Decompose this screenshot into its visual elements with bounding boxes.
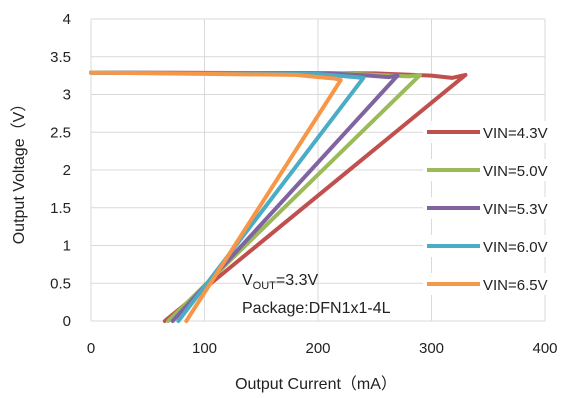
legend: VIN=4.3V VIN=5.0V VIN=5.3V VIN=6.0V VIN=6.5V [423, 121, 563, 295]
legend-label-2: VIN=5.0V [483, 163, 548, 180]
package-annotation: Package:DFN1x1-4L [242, 300, 391, 317]
x-tick-label: 300 [419, 340, 444, 357]
y-tick-label: 2 [63, 162, 71, 179]
legend-backdrop [423, 121, 563, 143]
vout-subscript: OUT [253, 280, 277, 292]
legend-backdrop [423, 273, 563, 295]
legend-label-5: VIN=6.5V [483, 277, 548, 294]
legend-label-4: VIN=6.0V [483, 239, 548, 256]
legend-backdrop [423, 197, 563, 219]
x-tick-label: 200 [305, 340, 330, 357]
y-tick-label: 3 [63, 87, 71, 104]
vout-annotation: VOUT=3.3V [242, 272, 318, 292]
y-tick-label: 1.5 [50, 200, 71, 217]
x-axis-label: Output Current（mA） [235, 375, 397, 393]
tick-labels: 0 0.5 1 1.5 2 2.5 3 3.5 4 0 100 200 300 400 [50, 11, 557, 357]
y-axis-label: Output Voltage（V） [10, 96, 28, 245]
y-tick-label: 0 [63, 313, 71, 330]
vout-value: =3.3V [276, 272, 319, 289]
y-tick-label: 1 [63, 238, 71, 255]
legend-label-3: VIN=5.3V [483, 201, 548, 218]
y-tick-label: 0.5 [50, 275, 71, 292]
y-tick-label: 2.5 [50, 124, 71, 141]
x-tick-label: 100 [192, 340, 217, 357]
series-line-5 [89, 70, 343, 323]
legend-backdrop [423, 235, 563, 257]
legend-label-1: VIN=4.3V [483, 125, 548, 142]
legend-backdrop [423, 159, 563, 181]
y-tick-label: 3.5 [50, 49, 71, 66]
x-tick-label: 0 [87, 340, 95, 357]
series-lines [89, 70, 468, 323]
x-tick-label: 400 [532, 340, 557, 357]
y-tick-label: 4 [63, 11, 71, 28]
vout-prefix: V [242, 272, 253, 289]
